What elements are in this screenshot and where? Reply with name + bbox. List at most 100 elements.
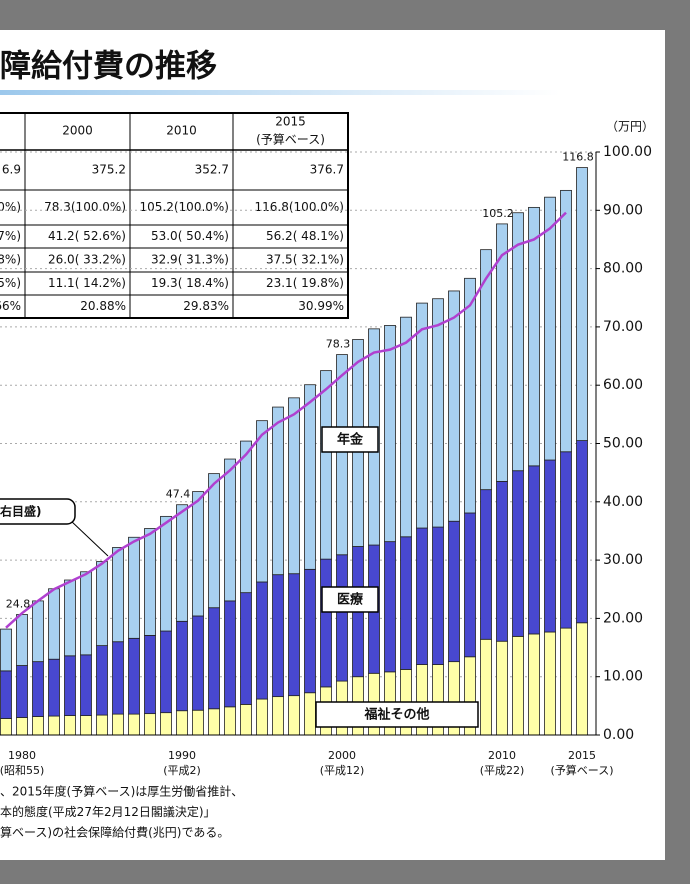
table-cell: 116.8(100.0%) [255, 200, 344, 214]
bar-segment [192, 615, 204, 711]
table-cell: 6.9 [2, 163, 21, 177]
table-cell: 105.2(100.0%) [140, 200, 229, 214]
bar-segment [80, 571, 92, 656]
x-tick-label: 1980 [8, 749, 36, 762]
bar-segment [384, 541, 396, 673]
x-tick-label: 1990 [168, 749, 196, 762]
callout-box [0, 498, 76, 525]
bar-segment [544, 631, 556, 736]
bar-segment [16, 614, 28, 666]
bar-segment [224, 706, 236, 736]
bar-segment [320, 370, 332, 560]
bar-segment [560, 627, 572, 736]
bar-segment [160, 712, 172, 736]
bar-segment [240, 440, 252, 594]
title-underline [0, 90, 560, 95]
bar-segment [128, 536, 140, 639]
bar-segment [0, 670, 12, 719]
bar-segment [256, 581, 268, 700]
total-label: 105.2 [482, 207, 514, 220]
bar-segment [272, 696, 284, 736]
y2-tick-label: 60.00 [603, 377, 643, 393]
callout-line [69, 519, 109, 557]
bar-segment [448, 290, 460, 522]
bar-segment [480, 249, 492, 491]
bar-segment [272, 574, 284, 698]
x-tick-label: 2010 [488, 749, 516, 762]
callout-label: 右目盛) [0, 504, 42, 519]
table-cell: 29.83% [183, 299, 229, 313]
bar-segment [304, 384, 316, 570]
table-cell: 53.0( 50.4%) [151, 229, 229, 243]
table-cell: 376.7 [310, 163, 344, 177]
bar-segment [320, 558, 332, 688]
bar-segment [288, 397, 300, 575]
bar-segment [112, 713, 124, 736]
x-tick-sublabel: (平成12) [320, 764, 365, 777]
bar-segment [544, 459, 556, 633]
bar-segment [416, 302, 428, 529]
bar-segment [0, 718, 12, 736]
table-cell: 37.5( 32.1%) [266, 253, 344, 267]
table-cell: 352.7 [195, 163, 229, 177]
y2-tick-label: 70.00 [603, 319, 643, 335]
bar-segment [432, 298, 444, 528]
table-cell: 32.9( 31.3%) [151, 253, 229, 267]
bar-segment [496, 223, 508, 482]
chart: 0.00 10.00 20.00 30.00 40.00 50.00 60.00 70.00 8… [0, 144, 652, 777]
table: 2000 2010 2015 (予算ベース) 6.9 375.2 352.7 376.7 0%)… [0, 112, 349, 319]
bar-segment [256, 698, 268, 736]
bar-segment [96, 561, 108, 647]
table-cell: 11.1( 14.2%) [48, 276, 126, 290]
bar-segment [576, 622, 588, 736]
table-header-sub: (予算ベース) [256, 132, 325, 147]
bar-segment [512, 212, 524, 472]
y2-unit: （万円） [606, 120, 654, 134]
y2-tick-label: 100.00 [603, 144, 652, 160]
bar-segment [480, 638, 492, 736]
bar-segment [576, 167, 588, 441]
bar-segment [560, 451, 572, 629]
series-label-box [321, 426, 379, 453]
bar-segment [144, 528, 156, 636]
x-tick-label: 2000 [328, 749, 356, 762]
table-cell: 0%) [0, 200, 21, 214]
bar-segment [432, 526, 444, 665]
table-cell: 56.2( 48.1%) [266, 229, 344, 243]
bar-segment [576, 440, 588, 624]
total-label: 78.3 [326, 338, 351, 351]
table-cell: 20.88% [80, 299, 126, 313]
bar-segment [400, 316, 412, 538]
bar-segment [400, 536, 412, 670]
bar-segment [288, 573, 300, 697]
bar-segment [464, 277, 476, 514]
bar-segment [112, 547, 124, 643]
note: 本的態度(平成27年2月12日閣議決定)」 [0, 804, 216, 819]
x-tick-sublabel: (予算ベース) [550, 763, 613, 777]
bar-segment [176, 620, 188, 712]
line-series [5, 211, 567, 629]
total-label: 24.8 [6, 598, 31, 611]
x-tick-sublabel: (平成22) [480, 764, 525, 777]
bar-segment [16, 665, 28, 718]
y2-tick-label: 30.00 [603, 552, 643, 568]
bar-segment [192, 491, 204, 617]
bar-segment [304, 692, 316, 736]
bar-segment [176, 504, 188, 622]
y2-tick-label: 0.00 [603, 727, 634, 743]
bar-segment [0, 628, 12, 672]
y2-tick-label: 90.00 [603, 202, 643, 218]
note: 、2015年度(予算ベース)は厚生労働省推計、 [0, 784, 243, 799]
x-tick-sublabel: (平成2) [163, 764, 201, 777]
bar-segment [336, 354, 348, 556]
bar-segment [384, 325, 396, 543]
table-cell: 8%) [0, 253, 21, 267]
y2-tick-label: 40.00 [603, 494, 643, 510]
bar-segment [528, 633, 540, 736]
bar-segment [528, 465, 540, 635]
table-cell: 19.3( 18.4%) [151, 276, 229, 290]
series-label: 福祉その他 [363, 707, 429, 723]
bar-segment [192, 709, 204, 736]
bar-segment [512, 635, 524, 736]
table-header: 2000 [62, 124, 93, 138]
